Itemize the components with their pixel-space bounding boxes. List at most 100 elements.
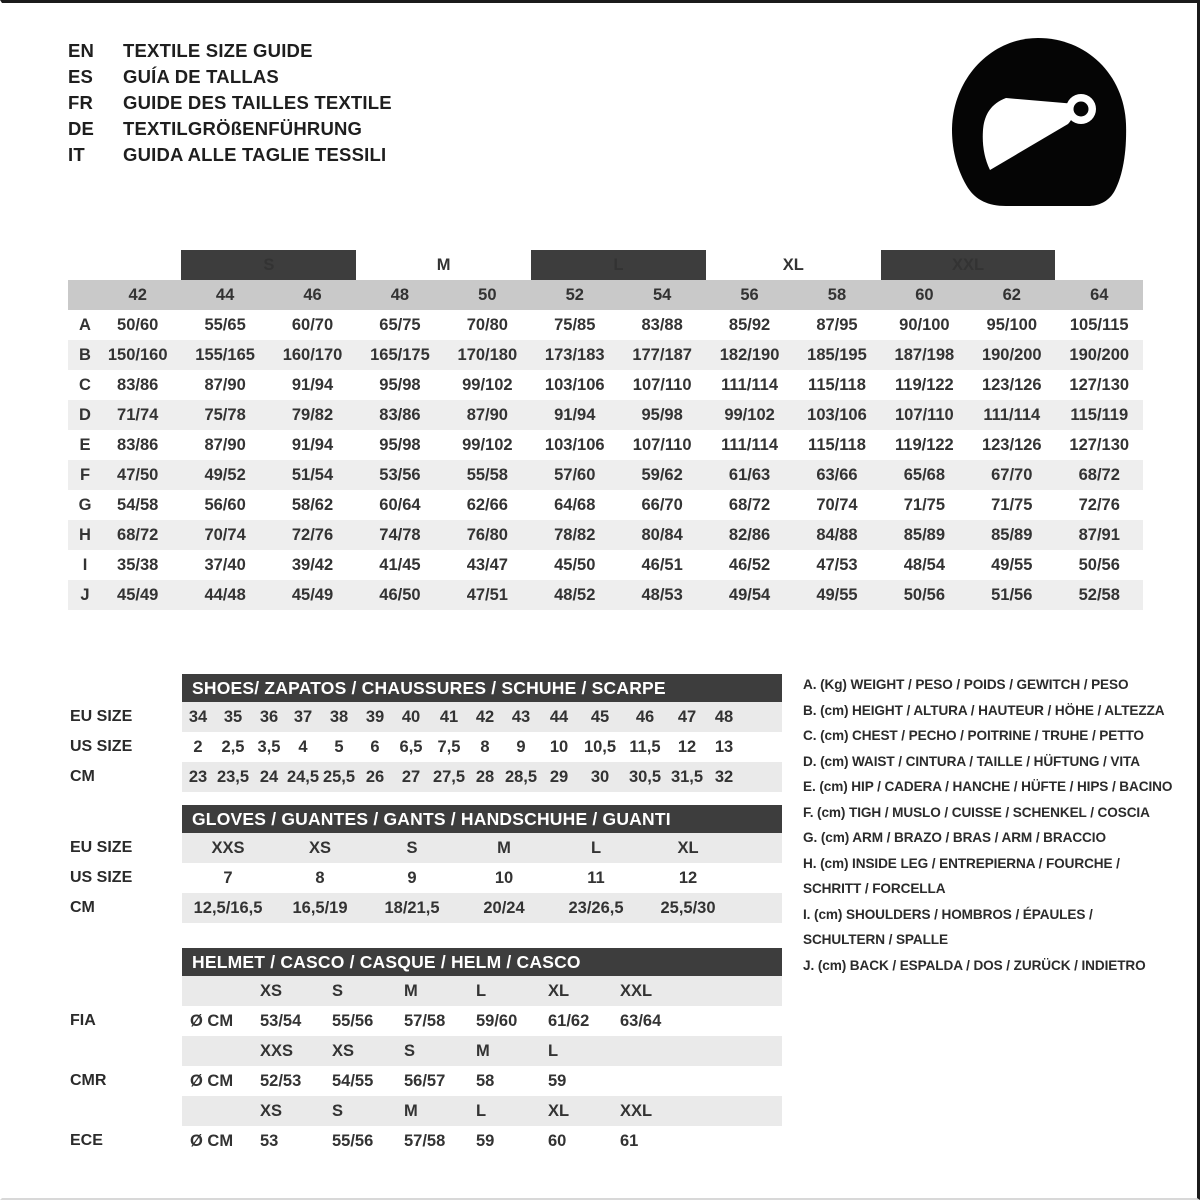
legend-line: G. (cm) ARM / BRAZO / BRAS / ARM / BRACC… [803, 830, 1106, 845]
measurement-cell: 91/94 [531, 400, 619, 430]
title-language-text: GUIDA ALLE TAGLIE TESSILI [123, 144, 387, 165]
measurement-cell: 48/52 [531, 580, 619, 610]
measurement-cell: 51/56 [968, 580, 1056, 610]
shoes-cell: 8 [480, 737, 490, 756]
title-language-text: GUÍA DE TALLAS [123, 66, 279, 87]
measurement-cell: 182/190 [705, 340, 794, 370]
size-band-l: L [531, 250, 706, 280]
legend-line: D. (cm) WAIST / CINTURA / TAILLE / HÜFTU… [803, 753, 1140, 769]
measurement-cell: 111/114 [705, 430, 794, 460]
helmet-row: XS S M L XL XXL [182, 976, 782, 1006]
measurement-cell: 49/52 [181, 460, 269, 490]
shoes-cell: 23,5 [216, 767, 250, 786]
title-language-text: TEXTILE SIZE GUIDE [123, 40, 313, 61]
shoes-cell: 43 [511, 707, 531, 726]
gloves-cell: 12,5/16,5 [193, 898, 263, 917]
measurement-cell: 50/56 [1055, 550, 1143, 580]
measurement-cell: 83/86 [94, 430, 182, 460]
gloves-cell: 7 [223, 868, 233, 887]
helmet-cell: 59/60 [476, 1011, 518, 1030]
measurement-cell: 87/90 [181, 370, 269, 400]
gloves-cell: S [406, 838, 418, 857]
measurement-cell: 68/72 [705, 490, 794, 520]
helmet-cell: XXL [620, 1101, 653, 1120]
measurement-row-label: A [68, 310, 94, 340]
shoes-cell: 48 [714, 707, 734, 726]
legend-line: E. (cm) HIP / CADERA / HANCHE / HÜFTE / … [803, 779, 1173, 794]
shoes-row-label: CM [70, 768, 95, 785]
gloves-cell: 12 [678, 868, 698, 887]
gloves-cell: XXS [211, 838, 245, 857]
measurement-cell: 35/38 [94, 550, 182, 580]
measurement-cell: 90/100 [880, 310, 969, 340]
helmet-row-band: Ø CM 53/54 55/56 57/58 59/60 61/62 63/64 [182, 1006, 782, 1036]
measurement-cell: 54/58 [94, 490, 182, 520]
measurement-cell: 41/45 [356, 550, 444, 580]
measurement-row-c: C 83/86 87/90 91/94 95/98 99/102 103/106 107/11… [68, 370, 1143, 400]
helmet-cell: S [404, 1041, 416, 1060]
helmet-cell: L [548, 1041, 559, 1060]
legend-line: B. (cm) HEIGHT / ALTURA / HAUTEUR / HÖHE… [803, 702, 1165, 718]
measurement-cell: 87/90 [181, 430, 269, 460]
shoes-cell: 13 [714, 737, 734, 756]
shoes-cell: 34 [188, 707, 208, 726]
measurement-row-g: G 54/58 56/60 58/62 60/64 62/66 64/68 66/70 68/7… [68, 490, 1143, 520]
shoes-row-band: 2 2,5 3,5 4 5 6 6,5 7,5 8 9 10 10,5 11,5 12 13 [182, 732, 782, 762]
gloves-row-band: 7 8 9 10 11 12 [182, 863, 782, 893]
measurement-row-label: F [68, 460, 94, 490]
measurement-cell: 187/198 [880, 340, 969, 370]
measurement-cell: 46/52 [705, 550, 794, 580]
legend-line: A. (Kg) WEIGHT / PESO / POIDS / GEWITCH … [803, 677, 1129, 692]
measurement-cell: 111/114 [705, 370, 794, 400]
title-language-code: IT [68, 144, 85, 165]
helmet-cell: XS [260, 1101, 283, 1120]
measurement-cell: 99/102 [443, 370, 532, 400]
shoes-cell: 44 [549, 707, 569, 726]
shoes-cell: 29 [549, 767, 569, 786]
measurement-row-f: F 47/50 49/52 51/54 53/56 55/58 57/60 59/62 61/6… [68, 460, 1143, 490]
shoes-cell: 27 [401, 767, 421, 786]
shoes-cell: 24,5 [286, 767, 320, 786]
helmet-cell: S [332, 981, 344, 1000]
measurement-row-label: J [68, 580, 94, 610]
measurement-cell: 80/84 [618, 520, 706, 550]
numeric-header-corner [68, 280, 94, 310]
helmet-row: ECE Ø CM 53 55/56 57/58 59 60 61 [70, 1126, 782, 1156]
helmet-cell: S [332, 1101, 344, 1120]
shoes-cell: 9 [516, 737, 526, 756]
measurement-cell: 95/98 [356, 370, 444, 400]
size-number-header: 44 [181, 280, 269, 310]
shoes-cell: 10,5 [583, 737, 617, 756]
size-band-m: M [356, 250, 532, 280]
measurement-cell: 58/62 [268, 490, 357, 520]
measurement-cell: 76/80 [443, 520, 532, 550]
helmet-cell: 56/57 [404, 1071, 446, 1090]
measurement-row-label: E [68, 430, 94, 460]
title-row-de: DE TEXTILGRÖßENFÜHRUNG [68, 118, 668, 144]
measurement-cell: 103/106 [531, 430, 619, 460]
helmet-row-band: Ø CM 53 55/56 57/58 59 60 61 [182, 1126, 782, 1156]
measurement-cell: 87/91 [1055, 520, 1143, 550]
measurement-cell: 74/78 [356, 520, 444, 550]
shoes-cell: 35 [223, 707, 243, 726]
gloves-row-label: CM [70, 899, 95, 916]
measurement-cell: 119/122 [880, 370, 969, 400]
helmet-cell: 61 [620, 1131, 639, 1150]
measurement-cell: 99/102 [705, 400, 794, 430]
gloves-cell: 25,5/30 [660, 898, 716, 917]
size-number-header: 48 [356, 280, 444, 310]
measurement-cell: 165/175 [356, 340, 444, 370]
measurement-cell: 111/114 [968, 400, 1056, 430]
measurement-cell: 83/86 [94, 370, 182, 400]
measurement-cell: 50/60 [94, 310, 182, 340]
measurement-cell: 55/58 [443, 460, 532, 490]
shoes-row-label: US SIZE [70, 738, 133, 755]
size-number-header: 58 [793, 280, 881, 310]
measurement-cell: 46/50 [356, 580, 444, 610]
helmet-cell: 57/58 [404, 1131, 446, 1150]
shoes-cell: 4 [298, 737, 308, 756]
measurement-cell: 55/65 [181, 310, 269, 340]
shoes-table: SHOES/ ZAPATOS / CHAUSSURES / SCHUHE / S… [70, 674, 782, 792]
size-band-xxl: XXL [880, 250, 1056, 280]
size-number-header: 46 [268, 280, 357, 310]
